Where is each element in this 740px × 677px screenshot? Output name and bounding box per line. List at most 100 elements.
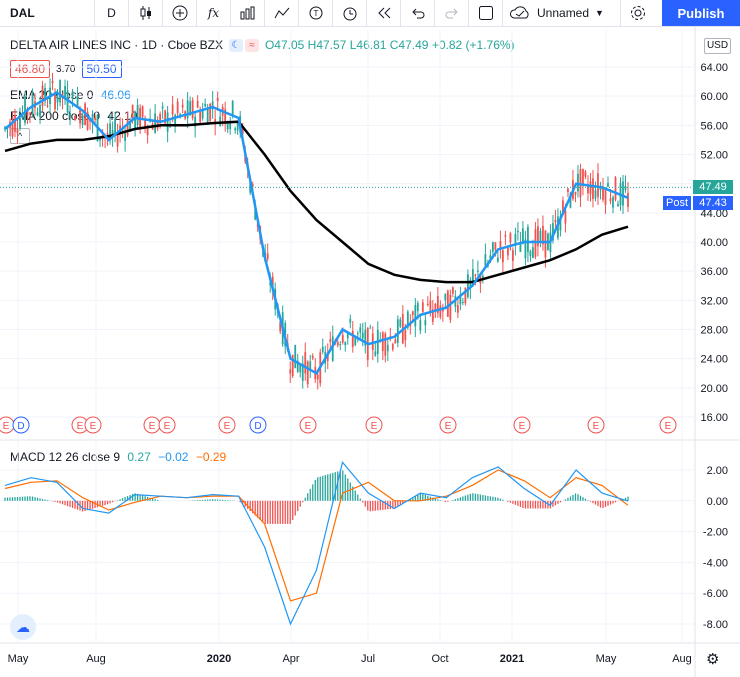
currency-label[interactable]: USD (704, 38, 731, 54)
candle-body (379, 339, 382, 342)
candle-body (499, 240, 502, 249)
candle-body (381, 332, 384, 352)
candle-body (376, 330, 379, 354)
candle-body (441, 308, 444, 312)
candle-body (161, 106, 164, 109)
candle-body (519, 242, 522, 252)
candle-body (51, 80, 54, 84)
candle-body (171, 104, 174, 115)
candle-body (599, 185, 602, 191)
indicators-icon[interactable]: fx (197, 0, 231, 26)
ema20-legend[interactable]: EMA 20 close 0 46.06 (10, 88, 131, 102)
candle-body (579, 169, 582, 198)
earnings-marker-label: E (371, 421, 378, 432)
candle-body (517, 230, 519, 233)
collapse-legend-button[interactable]: ^ (10, 128, 30, 144)
candle-body (544, 230, 547, 258)
candle-body (301, 363, 304, 381)
candle-body (139, 107, 142, 130)
symbol-search[interactable]: DAL (0, 0, 95, 26)
interval-selector[interactable]: D (95, 0, 129, 26)
candle-body (446, 290, 449, 317)
candle-body (436, 296, 439, 314)
low-value: L46.81 (349, 38, 387, 52)
candle-body (554, 219, 557, 223)
sell-price[interactable]: 46.80 (10, 60, 51, 78)
candle-body (582, 168, 584, 186)
tradingview-logo-icon[interactable]: ☁ (10, 614, 36, 640)
candle-body (281, 312, 284, 345)
macd-tick-label: -8.00 (703, 619, 728, 631)
fullscreen-box-icon[interactable] (469, 0, 503, 26)
candle-body (324, 351, 327, 364)
macd-tick-label: -4.00 (703, 557, 728, 569)
candle-body (494, 242, 497, 250)
alarm-clock-icon[interactable] (333, 0, 367, 26)
candle-body (286, 343, 289, 351)
candle-body (564, 210, 567, 224)
candle-body (389, 336, 392, 338)
time-tick-label: Jul (361, 653, 375, 665)
candle-body (279, 322, 282, 332)
settings-gear-icon[interactable] (621, 0, 655, 26)
candle-body (527, 226, 529, 253)
ema20-label: EMA 20 close 0 (10, 88, 94, 102)
spread-value: 3.70 (56, 63, 76, 75)
candle-body (144, 119, 147, 128)
wave-icon: ≈ (244, 38, 259, 52)
templates-icon[interactable] (265, 0, 299, 26)
candle-body (474, 274, 477, 276)
candle-body (294, 344, 297, 369)
ema200-legend[interactable]: EMA 200 close 0 42.10 (10, 109, 137, 123)
replay-icon[interactable] (367, 0, 401, 26)
candle-body (176, 101, 179, 114)
alert-icon[interactable]: T (299, 0, 333, 26)
candle-body (534, 229, 537, 257)
candle-body (476, 270, 479, 272)
candle-body (274, 288, 277, 310)
candle-body (239, 115, 242, 133)
candle-body (241, 126, 244, 135)
candle-body (339, 344, 342, 346)
buy-price[interactable]: 50.50 (81, 60, 122, 78)
candle-body (296, 360, 299, 372)
candle-body (354, 337, 357, 345)
candle-body (512, 250, 514, 261)
candle-body (326, 352, 329, 361)
candle-body (189, 101, 192, 116)
layout-menu[interactable]: Unnamed ▼ (503, 0, 621, 26)
macd-line-value: −0.02 (158, 450, 189, 464)
undo-icon[interactable] (401, 0, 435, 26)
candle-body (364, 330, 367, 346)
add-compare-icon[interactable] (163, 0, 197, 26)
earnings-marker-label: E (164, 421, 171, 432)
candle-body (236, 123, 239, 131)
axis-settings-gear-icon[interactable]: ⚙ (706, 651, 720, 668)
macd-tick-label: 0.00 (707, 496, 728, 508)
candle-body (186, 100, 189, 119)
candle-body (329, 339, 332, 342)
candle-body (426, 303, 429, 306)
redo-icon[interactable] (435, 0, 469, 26)
symbol-title: DELTA AIR LINES INC · 1D · Cboe BZX (10, 38, 223, 52)
candle-body (299, 364, 302, 373)
macd-signal-value: −0.29 (195, 450, 227, 464)
candle-body (431, 309, 434, 322)
candle-body (406, 311, 409, 328)
macd-legend[interactable]: MACD 12 26 close 9 0.27 −0.02 −0.29 (10, 450, 226, 464)
time-tick-label: 2021 (500, 653, 524, 665)
candle-body (584, 171, 587, 177)
ema20-value: 46.06 (100, 88, 131, 102)
candle-body (231, 100, 234, 115)
candle-body (444, 293, 447, 301)
publish-button[interactable]: Publish (662, 0, 740, 26)
candle-body (594, 190, 597, 199)
price-tick-label: 24.00 (700, 354, 728, 366)
candle-type-icon[interactable] (129, 0, 163, 26)
candle-body (261, 244, 264, 249)
signal-line (4, 469, 629, 602)
candle-body (574, 191, 577, 195)
financials-icon[interactable] (231, 0, 265, 26)
candle-body (211, 101, 214, 110)
earnings-marker-label: E (90, 421, 97, 432)
